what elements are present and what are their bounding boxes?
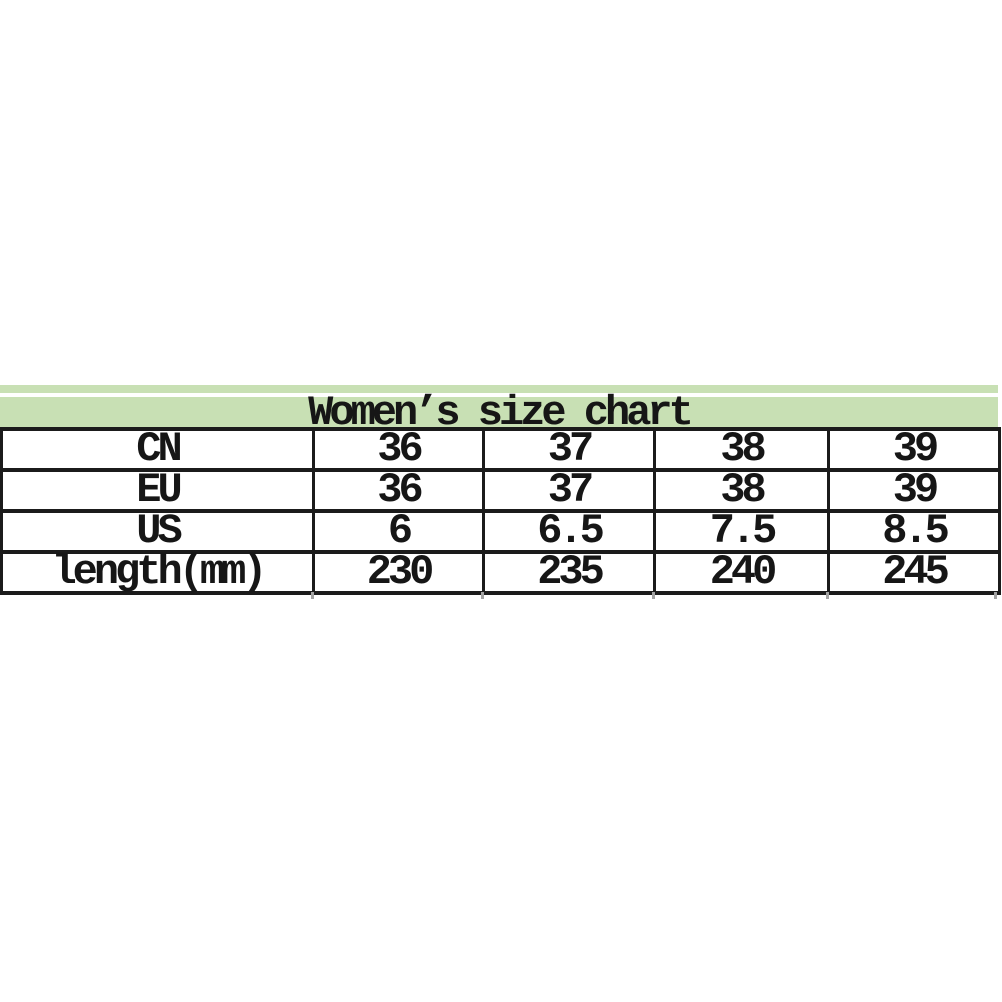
size-value-cell: 6 [312, 509, 485, 554]
table-row-length: length(mm) 230 235 240 245 [0, 550, 1001, 595]
gridline-tick [311, 592, 314, 599]
size-value-cell: 38 [653, 427, 830, 472]
gridline-tick [481, 592, 484, 599]
green-strip [0, 385, 998, 393]
size-value-cell: 39 [827, 427, 1001, 472]
size-value-cell: 230 [312, 550, 485, 595]
size-value-cell: 38 [653, 468, 830, 513]
row-label-cell: US [0, 509, 315, 554]
table-title: Women’s size chart [308, 389, 694, 437]
size-value-cell: 7.5 [653, 509, 830, 554]
size-value-cell: 37 [482, 468, 656, 513]
size-value-cell: 8.5 [827, 509, 1001, 554]
gridline-tick [826, 592, 829, 599]
size-value-cell: 36 [312, 468, 485, 513]
table-row-cn: CN 36 37 38 39 [0, 427, 1001, 472]
size-table: CN 36 37 38 39 EU 36 37 38 39 US 6 6.5 7… [0, 427, 1001, 595]
size-value-cell: 240 [653, 550, 830, 595]
gridline-tick [994, 592, 997, 599]
size-value-cell: 235 [482, 550, 656, 595]
table-row-eu: EU 36 37 38 39 [0, 468, 1001, 513]
size-value-cell: 36 [312, 427, 485, 472]
size-value-cell: 37 [482, 427, 656, 472]
size-value-cell: 245 [827, 550, 1001, 595]
size-value-cell: 39 [827, 468, 1001, 513]
gridline-tick [652, 592, 655, 599]
row-label-cell: EU [0, 468, 315, 513]
table-title-row: Women’s size chart [0, 389, 998, 437]
row-label-cell: length(mm) [0, 550, 315, 595]
row-label-cell: CN [0, 427, 315, 472]
table-row-us: US 6 6.5 7.5 8.5 [0, 509, 1001, 554]
size-value-cell: 6.5 [482, 509, 656, 554]
